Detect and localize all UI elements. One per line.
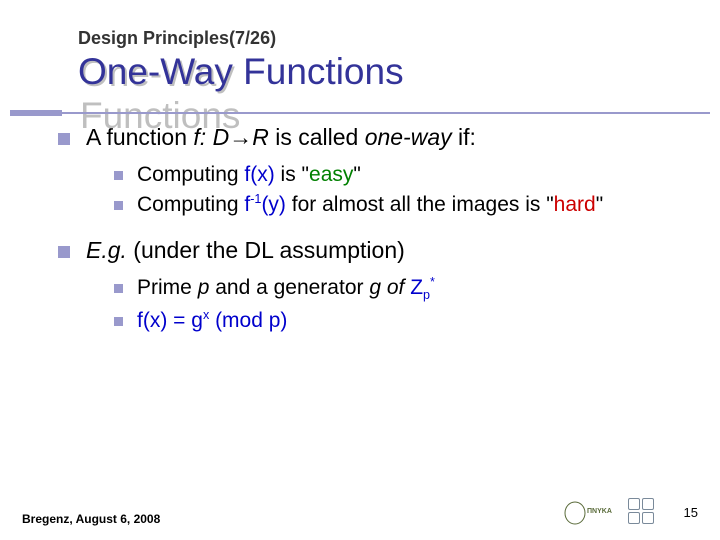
bullet-icon <box>114 284 123 293</box>
eg: E.g. <box>86 237 127 263</box>
bullet-item-2: E.g. (under the DL assumption) <box>58 236 696 265</box>
superscript: -1 <box>250 192 261 206</box>
fx: f(x) <box>244 163 274 186</box>
text: if: <box>452 124 476 150</box>
bullet-icon <box>114 171 123 180</box>
divider-accent <box>10 110 62 116</box>
text: Z <box>410 276 423 299</box>
logo1-text: ΠΝΥΚΑ <box>587 508 612 515</box>
title: One-Way Functions One-Way Functions <box>78 51 696 93</box>
zp-star: Zp* <box>410 276 435 299</box>
divider <box>10 112 710 114</box>
text: Computing <box>137 163 244 186</box>
logo-square <box>642 512 654 524</box>
var-p: p <box>198 276 210 299</box>
logo-pnyka: ΠΝΥΚΑ <box>564 499 618 525</box>
text: (y) <box>261 193 286 216</box>
subbullet-text: Computing f-1(y) for almost all the imag… <box>137 192 696 218</box>
subbullet-4: f(x) = gx (mod p) <box>114 308 696 334</box>
page-number: 15 <box>684 505 698 520</box>
bullet-icon <box>114 317 123 326</box>
logo-square <box>628 512 640 524</box>
text: (mod p) <box>209 309 287 332</box>
logo-square <box>628 498 640 510</box>
pretitle: Design Principles(7/26) <box>78 28 696 49</box>
footer-right: ΠΝΥΚΑ 15 <box>564 498 698 526</box>
logo-grid <box>628 498 658 526</box>
text: Prime <box>137 276 198 299</box>
sublist-1: Computing f(x) is "easy" Computing f-1(y… <box>114 162 696 219</box>
title-text: One-Way Functions <box>78 51 404 92</box>
subbullet-3: Prime p and a generator g of Zp* <box>114 275 696 304</box>
footer: Bregenz, August 6, 2008 ΠΝΥΚΑ 15 <box>0 498 720 526</box>
header: Design Principles(7/26) One-Way Function… <box>78 28 696 93</box>
bullet-icon <box>58 133 70 145</box>
slide: Design Principles(7/26) One-Way Function… <box>0 0 720 540</box>
hard-term: hard <box>554 193 596 216</box>
easy-term: easy <box>309 163 353 186</box>
subbullet-text: Computing f(x) is "easy" <box>137 162 696 188</box>
content: A function f: D→R is called one-way if: … <box>58 123 696 334</box>
bullet-icon <box>58 246 70 258</box>
bullet-icon <box>114 201 123 210</box>
logo-square <box>642 498 654 510</box>
bullet-text-2: E.g. (under the DL assumption) <box>86 236 696 265</box>
text: is " <box>275 163 309 186</box>
subbullet-1: Computing f(x) is "easy" <box>114 162 696 188</box>
subscript: p <box>423 288 430 302</box>
text: (under the DL assumption) <box>127 237 405 263</box>
fx-gx: f(x) = gx (mod p) <box>137 309 287 332</box>
sublist-2: Prime p and a generator g of Zp* f(x) = … <box>114 275 696 334</box>
finv: f-1(y) <box>244 193 286 216</box>
text: f(x) = g <box>137 309 203 332</box>
text: of <box>381 276 410 299</box>
text: " <box>596 193 603 216</box>
subbullet-text: f(x) = gx (mod p) <box>137 308 696 334</box>
subbullet-text: Prime p and a generator g of Zp* <box>137 275 696 304</box>
text: Computing <box>137 193 244 216</box>
text: " <box>353 163 360 186</box>
text: for almost all the images is " <box>286 193 554 216</box>
footer-date: Bregenz, August 6, 2008 <box>22 512 160 526</box>
text: and a generator <box>209 276 369 299</box>
subbullet-2: Computing f-1(y) for almost all the imag… <box>114 192 696 218</box>
superscript: * <box>430 275 435 289</box>
var-g: g <box>369 276 381 299</box>
